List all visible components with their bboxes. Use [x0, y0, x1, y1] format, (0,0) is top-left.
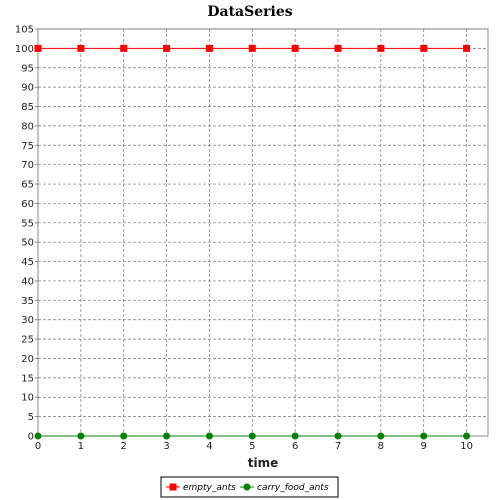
data-point-carry_food_ants — [205, 432, 213, 440]
y-tick-label: 25 — [21, 335, 34, 346]
data-point-empty_ants — [334, 44, 342, 52]
legend-marker-empty_ants — [169, 483, 177, 491]
data-point-carry_food_ants — [291, 432, 299, 440]
y-tick-label: 15 — [21, 373, 34, 384]
legend: empty_ants carry_food_ants — [160, 476, 339, 498]
data-point-empty_ants — [248, 44, 256, 52]
x-tick-label: 8 — [378, 441, 384, 452]
data-point-carry_food_ants — [377, 432, 385, 440]
y-tick-label: 65 — [21, 180, 34, 191]
x-tick-label: 7 — [335, 441, 341, 452]
data-point-empty_ants — [463, 44, 471, 52]
x-tick-label: 2 — [121, 441, 127, 452]
y-tick-label: 100 — [15, 44, 34, 55]
plot-area — [37, 28, 489, 437]
x-tick-label: 5 — [249, 441, 255, 452]
data-point-carry_food_ants — [120, 432, 128, 440]
y-tick-label: 30 — [21, 315, 34, 326]
x-tick-label: 3 — [163, 441, 169, 452]
data-point-carry_food_ants — [334, 432, 342, 440]
y-tick-label: 75 — [21, 141, 34, 152]
data-point-carry_food_ants — [77, 432, 85, 440]
y-tick-label: 85 — [21, 102, 34, 113]
y-tick-label: 50 — [21, 238, 34, 249]
y-tick-label: 35 — [21, 296, 34, 307]
data-point-empty_ants — [205, 44, 213, 52]
y-tick-label: 80 — [21, 121, 34, 132]
data-point-empty_ants — [77, 44, 85, 52]
x-tick-label: 10 — [460, 441, 473, 452]
x-axis-label: time — [248, 456, 279, 470]
data-point-carry_food_ants — [34, 432, 42, 440]
y-tick-label: 20 — [21, 354, 34, 365]
y-tick-label: 40 — [21, 276, 34, 287]
data-point-carry_food_ants — [163, 432, 171, 440]
legend-label-carry_food_ants: carry_food_ants — [257, 483, 329, 493]
x-tick-label: 1 — [78, 441, 84, 452]
x-tick-label: 4 — [206, 441, 212, 452]
data-point-empty_ants — [163, 44, 171, 52]
data-point-empty_ants — [291, 44, 299, 52]
y-tick-label: 45 — [21, 257, 34, 268]
data-point-carry_food_ants — [248, 432, 256, 440]
x-tick-label: 6 — [292, 441, 298, 452]
data-point-empty_ants — [120, 44, 128, 52]
y-tick-label: 105 — [15, 25, 34, 36]
y-tick-label: 90 — [21, 83, 34, 94]
y-tick-label: 5 — [28, 412, 34, 423]
y-tick-label: 55 — [21, 218, 34, 229]
grid-lines — [38, 28, 488, 436]
data-point-empty_ants — [420, 44, 428, 52]
data-point-empty_ants — [377, 44, 385, 52]
y-tick-label: 95 — [21, 63, 34, 74]
data-point-carry_food_ants — [463, 432, 471, 440]
chart-title: DataSeries — [207, 4, 292, 20]
data-point-empty_ants — [34, 44, 42, 52]
data-point-carry_food_ants — [420, 432, 428, 440]
legend-label-empty_ants: empty_ants — [183, 483, 236, 493]
y-tick-label: 0 — [28, 432, 34, 443]
y-tick-label: 60 — [21, 199, 34, 210]
data-series — [34, 44, 471, 440]
legend-marker-carry_food_ants — [243, 483, 251, 491]
axis-ticks: 0510152025303540455055606570758085909510… — [15, 25, 473, 453]
x-tick-label: 9 — [421, 441, 427, 452]
y-tick-label: 70 — [21, 160, 34, 171]
x-tick-label: 0 — [35, 441, 41, 452]
y-tick-label: 10 — [21, 393, 34, 404]
